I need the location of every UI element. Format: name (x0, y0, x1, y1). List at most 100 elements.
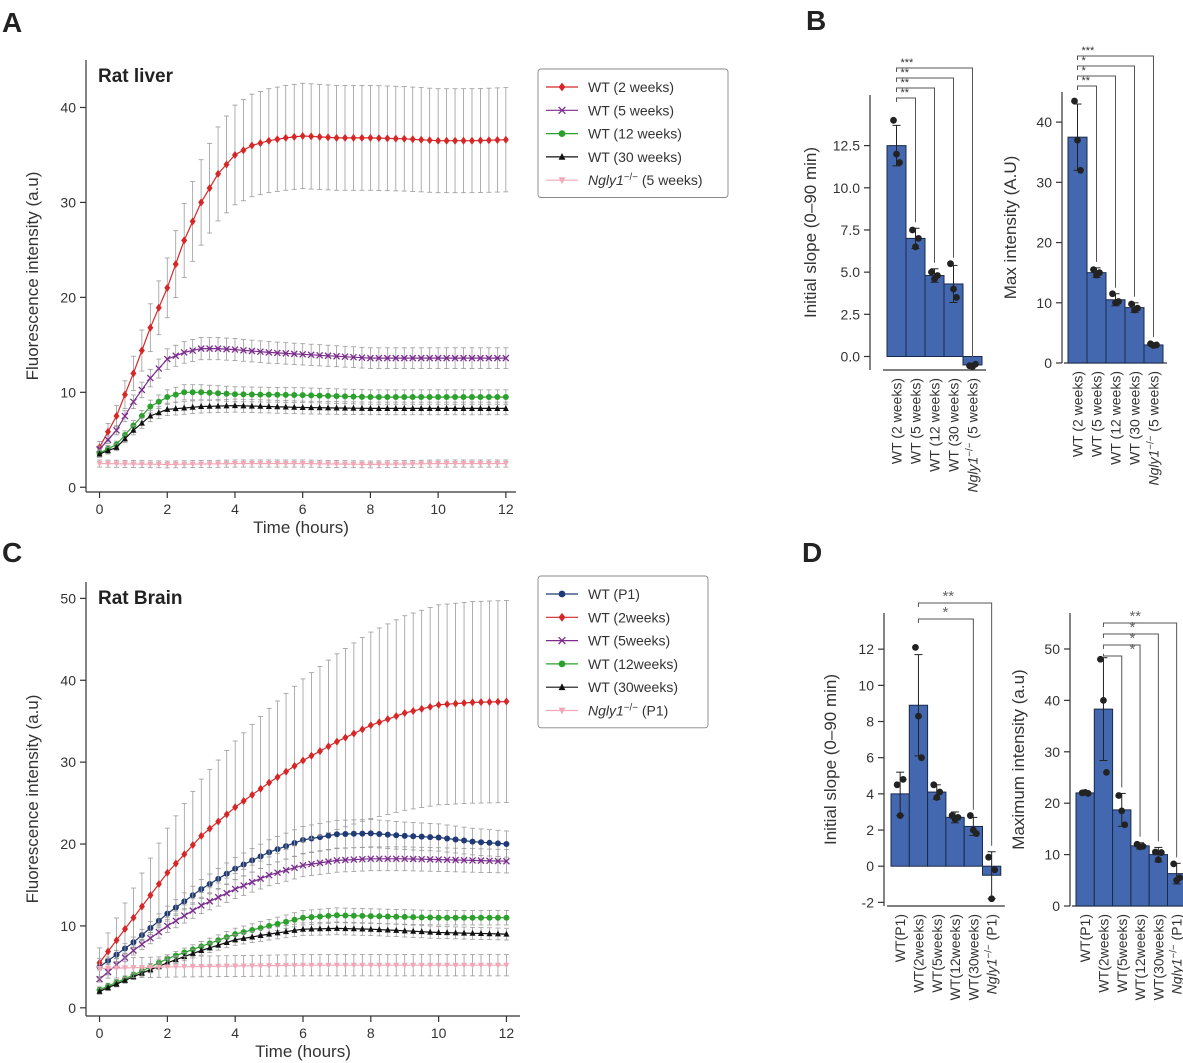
x-tick-label: 6 (299, 1025, 307, 1041)
x-tick-label: 4 (231, 501, 239, 517)
data-point (164, 283, 171, 292)
legend-marker (558, 177, 566, 185)
x-tick-label: 6 (299, 501, 307, 517)
data-point (452, 856, 460, 864)
data-point (333, 856, 341, 864)
data-point (257, 461, 264, 468)
significance-bracket (896, 77, 954, 258)
data-point (460, 461, 467, 468)
data-point (223, 810, 230, 819)
data-point (384, 831, 391, 838)
replicate-point (896, 812, 904, 819)
data-point (384, 404, 391, 411)
y-axis-title: Fluorescence intensity (a.u) (23, 172, 42, 381)
data-point (367, 913, 374, 920)
data-point (478, 914, 485, 921)
data-point (164, 405, 171, 412)
data-point (299, 392, 306, 399)
data-point (485, 136, 492, 145)
data-point (333, 133, 340, 142)
data-point (359, 830, 366, 837)
data-point (164, 964, 171, 971)
data-point (181, 461, 188, 468)
data-point (503, 962, 510, 969)
data-point (375, 404, 382, 411)
legend-marker (558, 590, 566, 598)
data-point (248, 347, 256, 355)
significance-label: * (1129, 641, 1135, 658)
series-wt-12-weeks (96, 384, 509, 457)
replicate-point (1139, 842, 1147, 850)
y-tick-label: 20 (60, 289, 76, 305)
data-point (384, 962, 391, 969)
legend-label: Ngly1−/− (5 weeks) (588, 172, 703, 189)
y-tick-label: 40 (60, 99, 76, 115)
data-point (291, 916, 298, 923)
data-point (409, 135, 416, 144)
data-point (240, 929, 247, 936)
data-point (223, 160, 230, 169)
data-point (121, 390, 128, 399)
data-point (350, 404, 357, 411)
category-label: WT (2 weeks) (1070, 371, 1086, 457)
y-tick-label: 10 (1044, 847, 1060, 863)
data-point (417, 354, 425, 362)
data-point (350, 393, 357, 400)
data-point (375, 134, 382, 143)
data-point (342, 461, 349, 468)
data-point (485, 394, 492, 401)
data-point (130, 947, 137, 954)
data-point (189, 950, 196, 957)
data-point (138, 413, 145, 420)
data-point (426, 461, 433, 468)
replicate-point (930, 781, 938, 789)
data-point (342, 404, 349, 411)
data-point (155, 398, 162, 405)
data-point (418, 855, 426, 863)
y-tick-label: -2 (862, 894, 875, 910)
data-point (113, 426, 120, 434)
significance-label: * (942, 604, 948, 621)
data-point (358, 461, 365, 468)
data-point (198, 403, 205, 410)
data-point (249, 933, 256, 940)
data-point (96, 461, 103, 468)
data-point (342, 831, 349, 838)
data-point (493, 354, 501, 362)
bar (886, 145, 907, 358)
data-point (274, 869, 282, 877)
data-point (197, 901, 205, 909)
data-point (308, 132, 315, 141)
data-point (468, 461, 475, 468)
data-point (409, 855, 417, 863)
category-label: WT(30weeks) (1150, 914, 1166, 1000)
significance-bracket (1077, 85, 1097, 262)
y-tick-label: 30 (60, 194, 76, 210)
data-point (189, 461, 196, 468)
data-point (257, 139, 264, 148)
significance-label: ** (1129, 608, 1141, 625)
data-point (494, 857, 502, 865)
data-point (427, 914, 434, 921)
y-tick-label: 0 (1052, 898, 1060, 914)
data-point (96, 966, 103, 973)
y-tick-label: 10.0 (833, 180, 860, 196)
data-point (316, 461, 323, 468)
data-point (444, 700, 451, 709)
data-point (215, 817, 222, 826)
y-tick-label: 30 (1036, 174, 1052, 190)
data-point (410, 927, 417, 934)
x-tick-label: 0 (96, 501, 104, 517)
data-point (384, 394, 391, 401)
data-point (282, 349, 290, 357)
significance-bracket (896, 97, 916, 223)
data-point (341, 353, 349, 361)
data-point (494, 962, 501, 969)
category-label: Ngly1−/− (5 weeks) (964, 378, 981, 493)
data-point (392, 354, 400, 362)
data-point (172, 859, 179, 868)
data-point (248, 402, 255, 409)
x-tick-label: 2 (163, 501, 171, 517)
data-point (452, 962, 459, 969)
data-point (155, 879, 162, 888)
